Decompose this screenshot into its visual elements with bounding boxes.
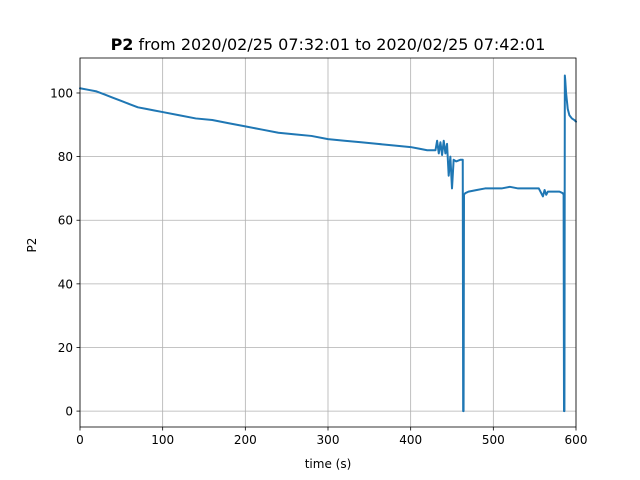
y-tick-label: 100 <box>50 86 73 100</box>
chart-title-rest: from 2020/02/25 07:32:01 to 2020/02/25 0… <box>133 35 545 54</box>
y-tick-label: 60 <box>58 214 73 228</box>
x-tick-label: 200 <box>234 433 257 447</box>
x-tick-label: 500 <box>482 433 505 447</box>
x-axis-label: time (s) <box>305 457 352 471</box>
x-tick-label: 0 <box>76 433 84 447</box>
grid-layer <box>79 58 577 427</box>
series-line <box>79 74 577 413</box>
x-tick-label: 600 <box>565 433 588 447</box>
x-tick-label: 300 <box>317 433 340 447</box>
tick-layer: 0 100 200 300 400 500 600 0 20 40 60 80 100 <box>50 86 587 447</box>
x-tick-label: 100 <box>151 433 174 447</box>
y-tick-label: 0 <box>65 405 73 419</box>
series-layer <box>79 74 577 413</box>
x-tick-label: 400 <box>399 433 422 447</box>
y-tick-label: 80 <box>58 150 73 164</box>
y-tick-label: 40 <box>58 277 73 291</box>
y-axis-label: P2 <box>25 238 39 253</box>
chart-title-bold: P2 <box>111 35 134 54</box>
y-tick-label: 20 <box>58 341 73 355</box>
chart-title: P2 from 2020/02/25 07:32:01 to 2020/02/2… <box>111 35 546 54</box>
